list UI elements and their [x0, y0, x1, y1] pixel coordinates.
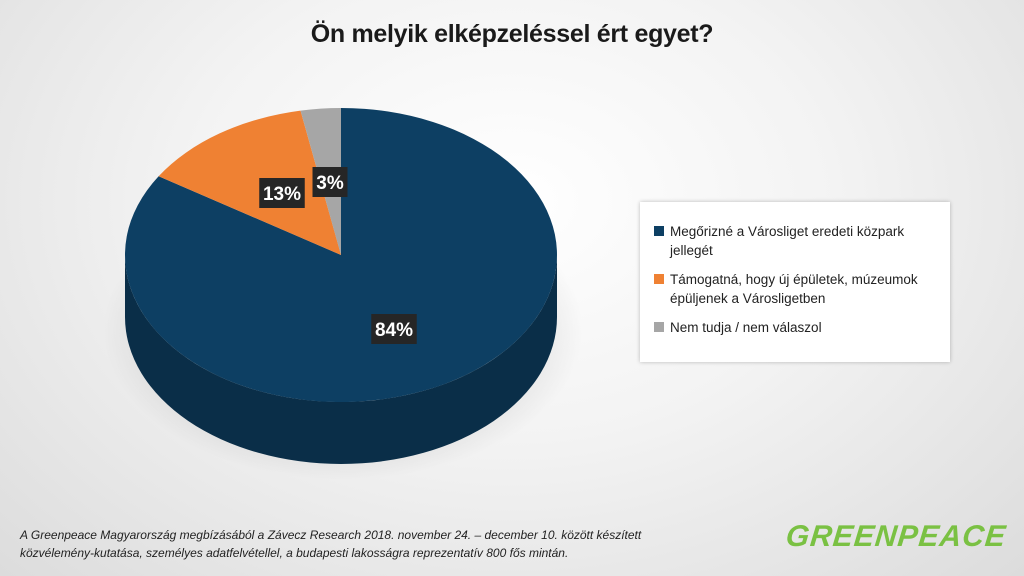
legend-label: Nem tudja / nem válaszol — [670, 320, 822, 335]
legend-item: Nem tudja / nem válaszol — [654, 318, 936, 337]
pie-data-label: 84% — [371, 314, 417, 344]
legend-item: Támogatná, hogy új épületek, múzeumok ép… — [654, 270, 936, 308]
pie-sides — [125, 255, 557, 464]
svg-text:84%: 84% — [375, 320, 413, 341]
pie-slice — [158, 110, 341, 255]
pie-labels: 84% 13% 3% — [259, 167, 417, 344]
legend-item: Megőrizné a Városliget eredeti közpark j… — [654, 222, 936, 260]
chart-legend: Megőrizné a Városliget eredeti közpark j… — [640, 202, 950, 362]
legend-swatch — [654, 322, 664, 332]
svg-text:13%: 13% — [263, 184, 301, 205]
greenpeace-logo: GREENPEACE — [784, 520, 1008, 553]
legend-swatch — [654, 226, 664, 236]
pie-data-label: 3% — [312, 167, 348, 197]
pie-data-label: 13% — [259, 178, 305, 208]
legend-label: Támogatná, hogy új épületek, múzeumok ép… — [670, 272, 918, 306]
chart-title: Ön melyik elképzeléssel ért egyet? — [310, 20, 714, 48]
legend-swatch — [654, 274, 664, 284]
svg-text:3%: 3% — [316, 173, 344, 194]
footnote: A Greenpeace Magyarország megbízásából a… — [20, 528, 642, 560]
pie-slice-side — [125, 255, 557, 464]
legend-label: Megőrizné a Városliget eredeti közpark j… — [670, 224, 905, 258]
pie-tops — [124, 108, 557, 402]
